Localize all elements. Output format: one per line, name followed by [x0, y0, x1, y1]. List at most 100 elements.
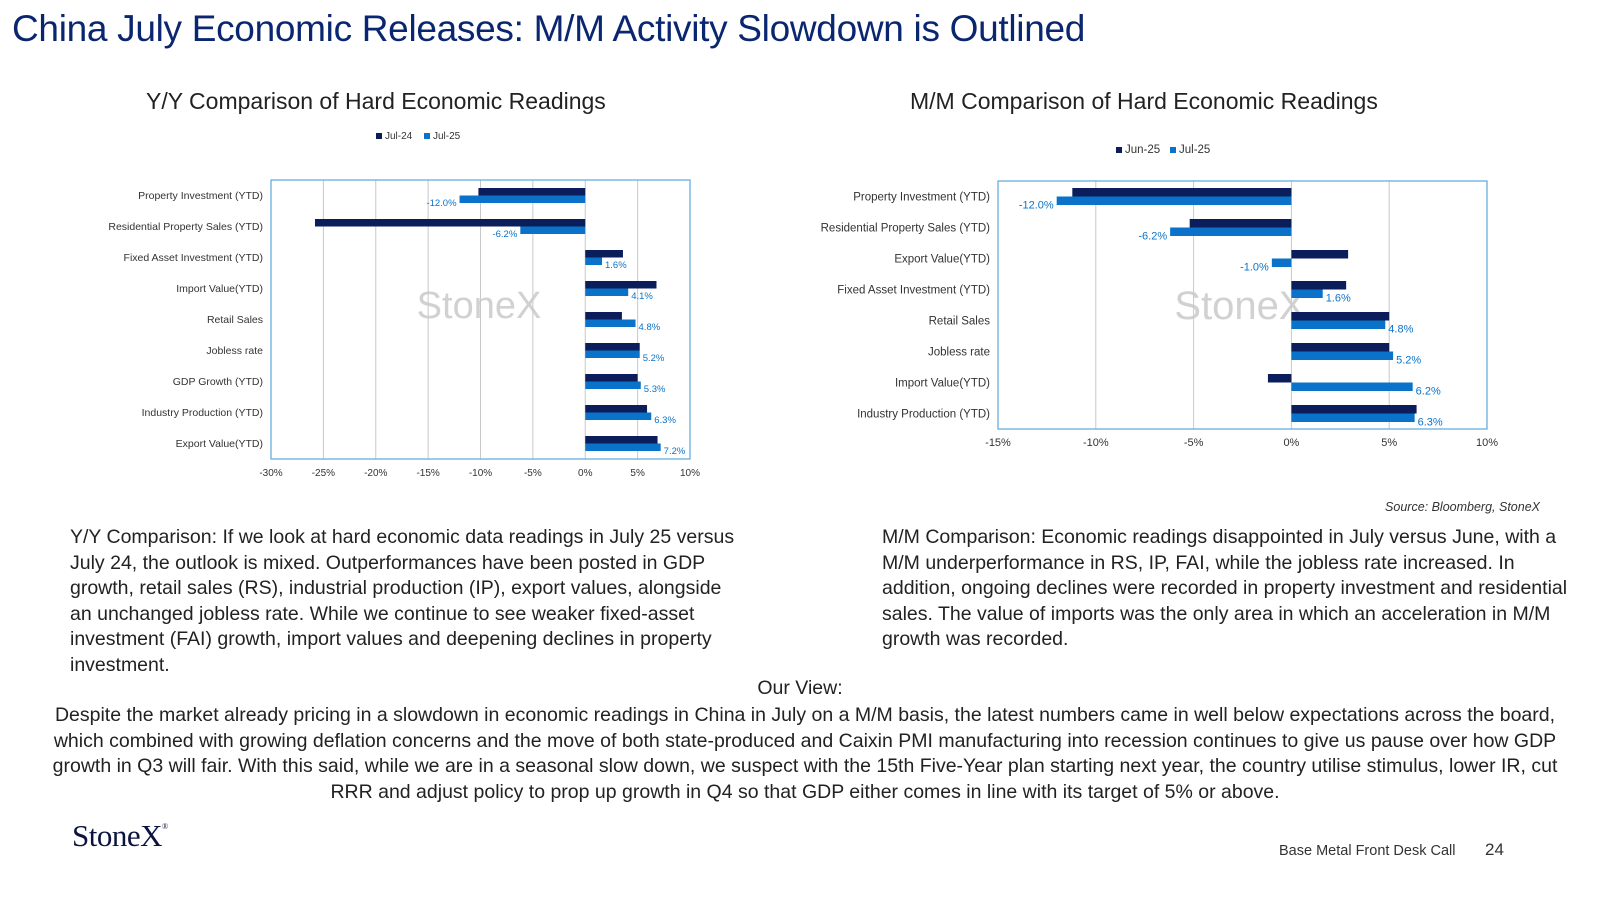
- yy-data-label-1: -6.2%: [492, 229, 517, 240]
- mm-bar-jun-25-1: [1189, 219, 1292, 228]
- yy-bar-jul-24-3: [585, 281, 657, 289]
- mm-bar-jun-25-4: [1291, 312, 1390, 321]
- yy-category-label-0: Property Investment (YTD): [138, 190, 263, 202]
- mm-data-label-2: -1.0%: [1240, 261, 1269, 273]
- yy-category-label-2: Fixed Asset Investment (YTD): [124, 252, 263, 264]
- mm-bar-jun-25-5: [1291, 343, 1390, 352]
- mm-bar-jul-25-4: [1291, 320, 1386, 329]
- mm-category-label-4: Retail Sales: [929, 316, 991, 328]
- mm-bar-jun-25-2: [1291, 250, 1349, 259]
- mm-data-label-6: 6.2%: [1416, 385, 1441, 397]
- yy-legend-swatch-1: [424, 133, 430, 139]
- yy-data-label-5: 5.2%: [643, 353, 665, 364]
- yy-bar-jul-25-2: [585, 257, 603, 265]
- mm-x-tick-label-1: -10%: [1083, 437, 1109, 449]
- mm-bar-jul-25-5: [1291, 351, 1394, 360]
- mm-bar-chart: Jun-25 Jul-25 StoneX Property Investment (Y…: [821, 144, 1499, 449]
- yy-x-tick-label-6: 0%: [578, 468, 593, 479]
- yy-commentary: Y/Y Comparison: If we look at hard econo…: [70, 526, 735, 676]
- mm-bar-jul-25-2: [1271, 258, 1292, 267]
- mm-category-label-1: Residential Property Sales (YTD): [821, 223, 991, 235]
- yy-bar-jul-24-4: [585, 312, 622, 320]
- yy-data-label-7: 6.3%: [654, 415, 676, 426]
- yy-data-label-3: 4.1%: [631, 291, 653, 302]
- yy-data-label-6: 5.3%: [644, 384, 666, 395]
- mm-legend-label-0: Jun-25: [1125, 144, 1160, 156]
- mm-data-label-1: -6.2%: [1138, 230, 1167, 242]
- mm-data-label-3: 1.6%: [1326, 292, 1351, 304]
- mm-data-label-5: 5.2%: [1396, 354, 1421, 366]
- mm-data-label-7: 6.3%: [1418, 416, 1443, 428]
- mm-x-tick-label-0: -15%: [985, 437, 1011, 449]
- mm-category-label-0: Property Investment (YTD): [853, 192, 990, 204]
- mm-plot-area: [997, 180, 1488, 430]
- yy-category-label-3: Import Value(YTD): [176, 283, 263, 295]
- yy-data-label-8: 7.2%: [664, 446, 686, 457]
- yy-x-tick-label-0: -30%: [259, 468, 282, 479]
- mm-legend-swatch-1: [1170, 147, 1176, 153]
- yy-x-tick-label-2: -20%: [364, 468, 387, 479]
- mm-bar-jul-25-0: [1056, 196, 1292, 205]
- yy-bar-jul-24-2: [585, 250, 623, 258]
- mm-bar-jun-25-0: [1072, 188, 1292, 197]
- mm-watermark: StoneX: [1174, 284, 1305, 328]
- mm-legend-swatch-0: [1116, 147, 1122, 153]
- yy-bar-jul-25-5: [585, 350, 640, 358]
- mm-bar-jun-25-6: [1267, 374, 1292, 383]
- mm-bar-jun-25-3: [1291, 281, 1347, 290]
- yy-bar-jul-24-8: [585, 436, 658, 444]
- yy-legend-label-0: Jul-24: [385, 131, 413, 142]
- yy-x-tick-label-1: -25%: [312, 468, 335, 479]
- yy-legend-label-1: Jul-25: [433, 131, 461, 142]
- yy-bar-jul-25-6: [585, 381, 641, 389]
- mm-bar-jul-25-3: [1291, 289, 1323, 298]
- yy-bar-jul-25-8: [585, 443, 661, 451]
- mm-data-label-0: -12.0%: [1019, 199, 1054, 211]
- yy-legend-swatch-0: [376, 133, 382, 139]
- our-view-body: Despite the market already pricing in a …: [52, 704, 1558, 803]
- mm-category-label-6: Import Value(YTD): [895, 378, 990, 390]
- yy-x-tick-label-8: 10%: [680, 468, 700, 479]
- yy-bar-jul-24-0: [478, 188, 586, 196]
- yy-bar-jul-25-1: [520, 226, 586, 234]
- yy-category-label-5: Jobless rate: [206, 345, 263, 357]
- mm-data-label-4: 4.8%: [1388, 323, 1413, 335]
- yy-chart-title: Y/Y Comparison of Hard Economic Readings: [146, 88, 606, 114]
- yy-data-label-2: 1.6%: [605, 260, 627, 271]
- yy-category-label-6: GDP Growth (YTD): [173, 376, 263, 388]
- yy-plot-area: [270, 179, 691, 460]
- logo-registered-mark: ®: [162, 822, 168, 831]
- mm-bar-jul-25-6: [1291, 382, 1413, 391]
- yy-bar-jul-25-4: [585, 319, 636, 327]
- yy-category-label-7: Industry Production (YTD): [142, 407, 263, 419]
- yy-x-tick-label-7: 5%: [630, 468, 645, 479]
- mm-x-tick-label-4: 5%: [1381, 437, 1397, 449]
- mm-category-label-5: Jobless rate: [928, 347, 990, 359]
- mm-bar-jun-25-7: [1291, 405, 1417, 414]
- mm-x-tick-label-3: 0%: [1283, 437, 1299, 449]
- yy-bar-jul-25-7: [585, 412, 652, 420]
- stonex-logo: StoneX®: [72, 818, 168, 854]
- mm-category-label-2: Export Value(YTD): [894, 254, 990, 266]
- yy-bar-jul-24-5: [585, 343, 640, 351]
- yy-bar-jul-24-1: [314, 219, 586, 227]
- yy-bar-jul-25-3: [585, 288, 629, 296]
- mm-bar-jul-25-7: [1291, 413, 1415, 422]
- mm-legend-label-1: Jul-25: [1179, 144, 1210, 156]
- yy-category-label-1: Residential Property Sales (YTD): [108, 221, 263, 233]
- mm-category-label-7: Industry Production (YTD): [857, 409, 990, 421]
- yy-data-label-0: -12.0%: [426, 198, 457, 209]
- yy-bar-jul-25-0: [459, 195, 586, 203]
- mm-commentary: M/M Comparison: Economic readings disapp…: [882, 526, 1568, 651]
- yy-bar-chart: Jul-24 Jul-25 StoneX Property Investment (Y…: [108, 131, 700, 479]
- mm-x-tick-label-5: 10%: [1476, 437, 1498, 449]
- yy-x-tick-label-3: -15%: [416, 468, 439, 479]
- yy-x-tick-label-5: -5%: [524, 468, 542, 479]
- mm-category-label-3: Fixed Asset Investment (YTD): [837, 285, 990, 297]
- yy-bar-jul-24-6: [585, 374, 638, 382]
- page-title: China July Economic Releases: M/M Activi…: [12, 8, 1086, 49]
- mm-x-tick-label-2: -5%: [1184, 437, 1204, 449]
- yy-bar-jul-24-7: [585, 405, 648, 413]
- mm-chart-title: M/M Comparison of Hard Economic Readings: [910, 88, 1378, 114]
- footer-label: Base Metal Front Desk Call: [1279, 843, 1456, 859]
